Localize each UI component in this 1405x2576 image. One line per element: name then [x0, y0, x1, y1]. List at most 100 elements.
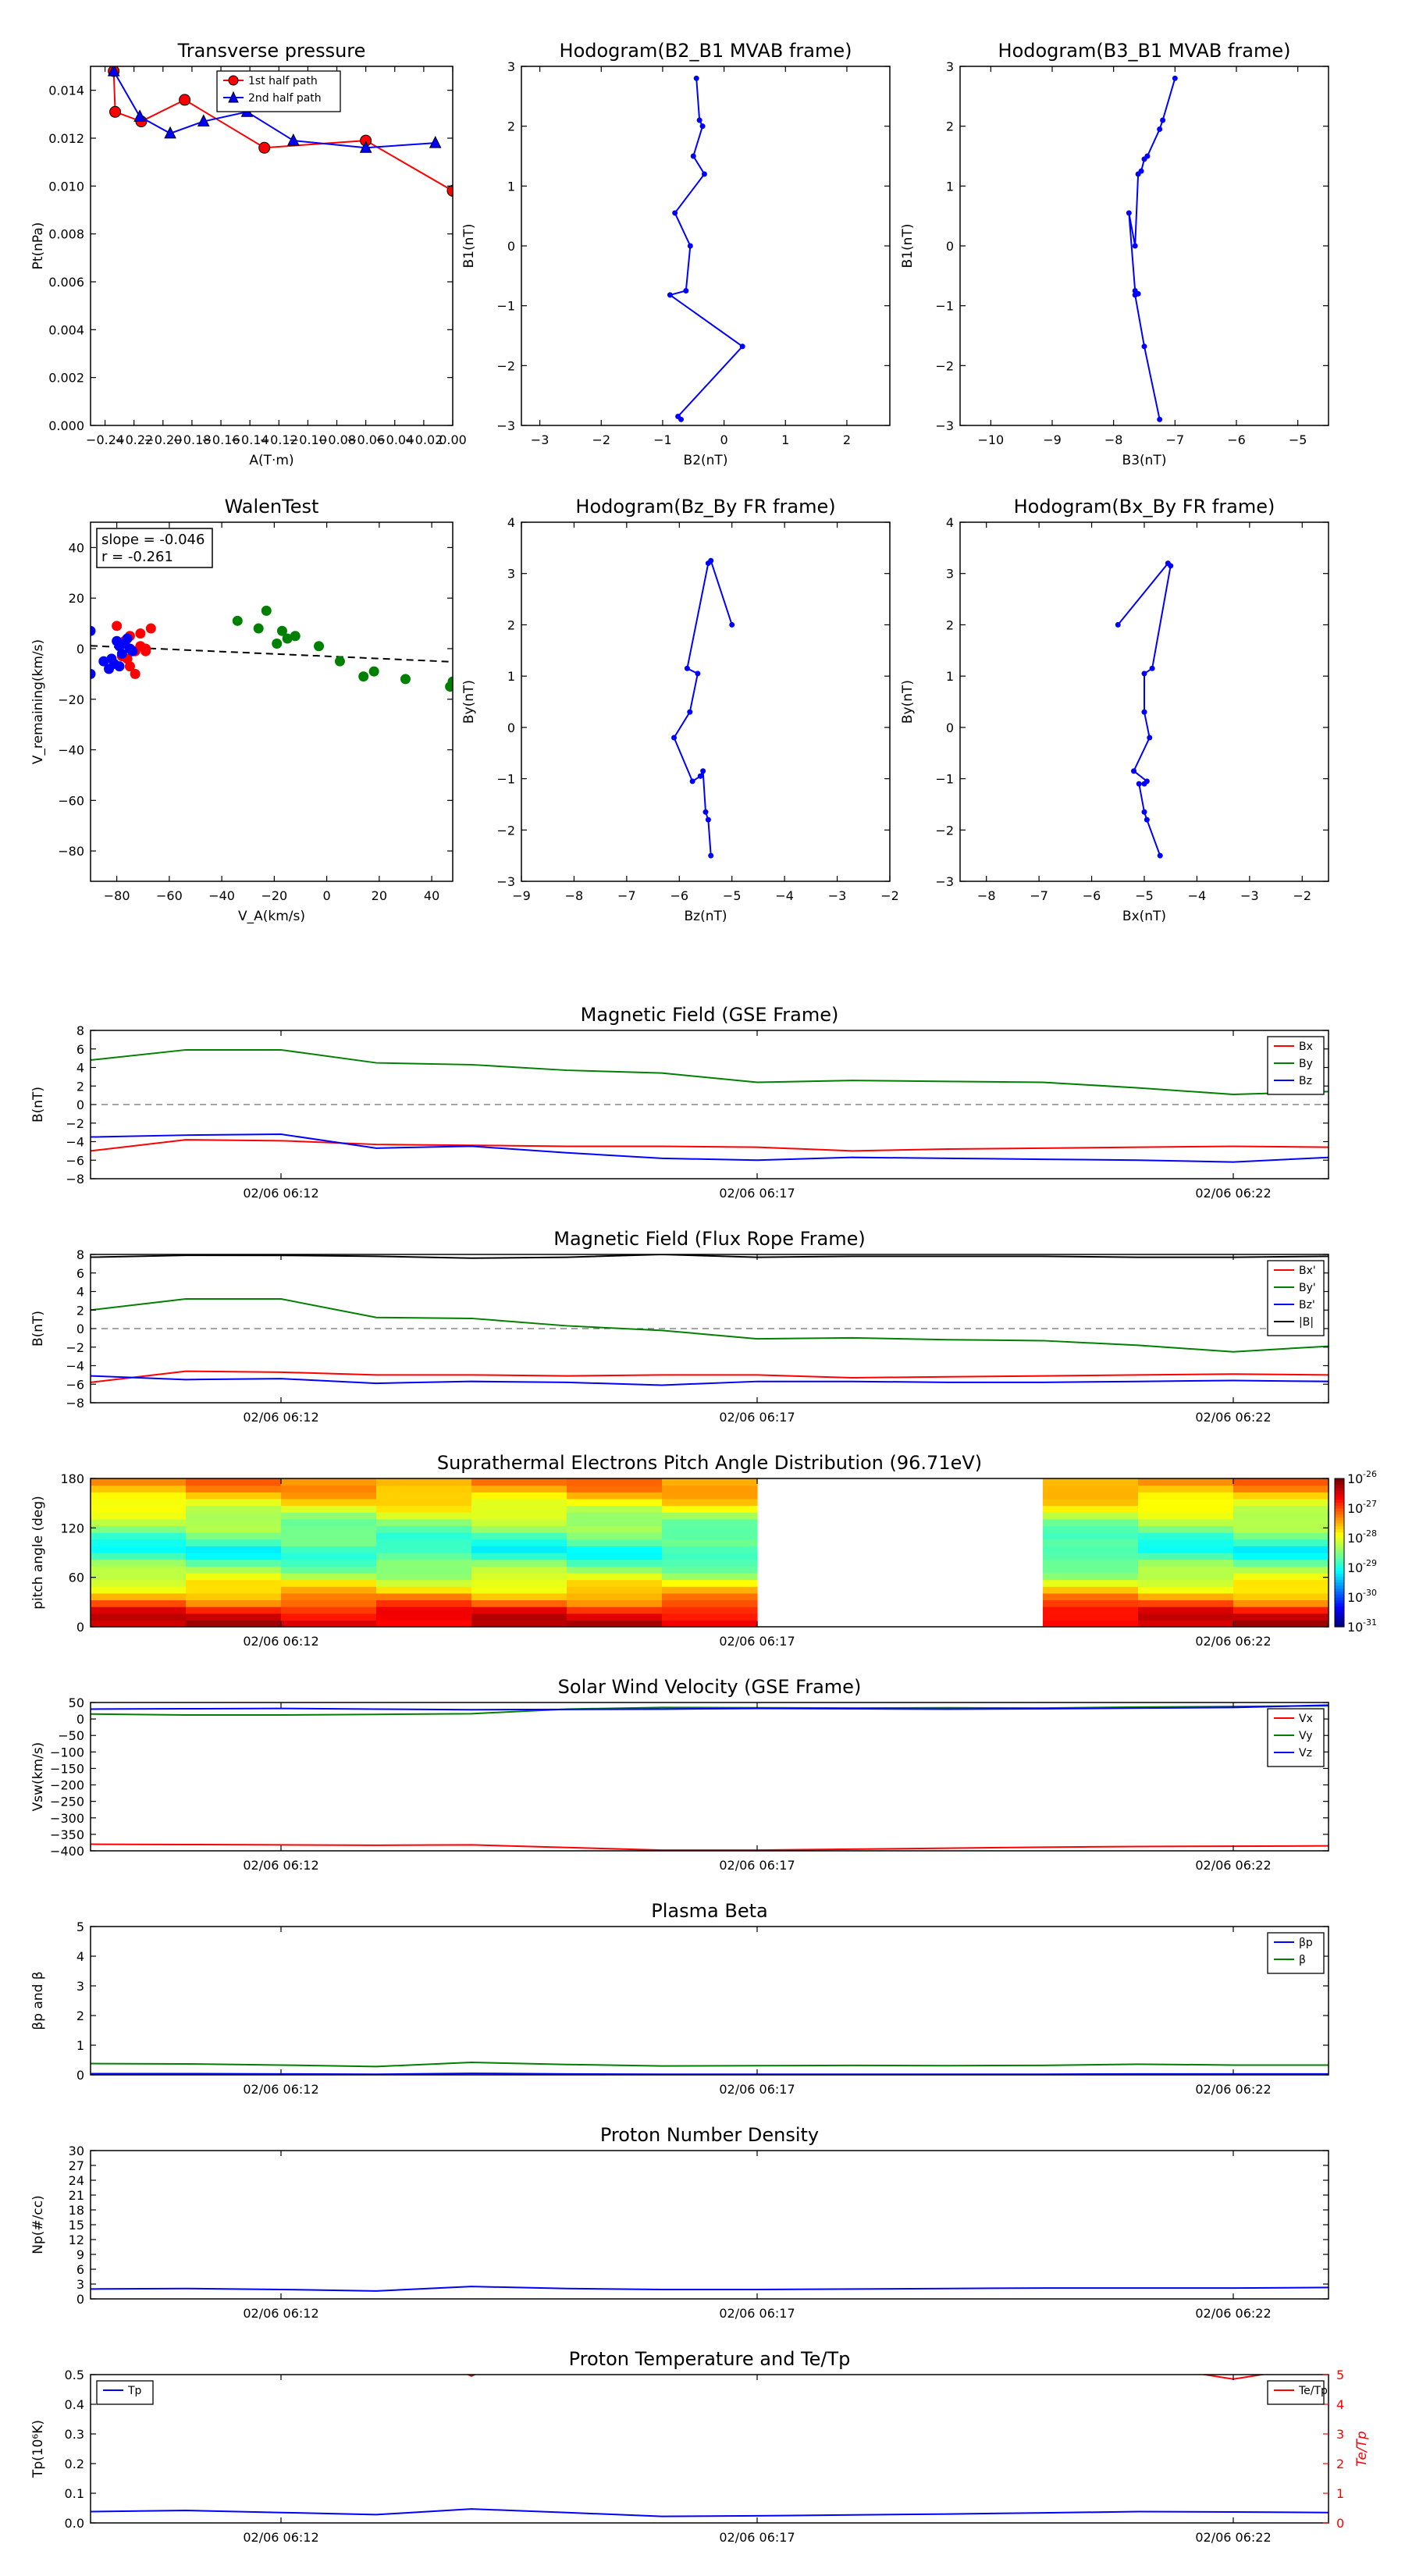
heatmap-cell	[1233, 1553, 1329, 1560]
x-tick-label: 02/06 06:17	[719, 1634, 795, 1649]
y-tick-label: 15	[69, 2218, 84, 2233]
heatmap-cell	[281, 1478, 377, 1486]
heatmap-cell	[186, 1559, 282, 1567]
heatmap-cell	[186, 1478, 282, 1486]
x-tick-label: −0.24	[86, 432, 124, 447]
y-axis-label: B(nT)	[30, 1087, 46, 1123]
x-tick-label: 0	[720, 432, 728, 447]
colorbar-step	[1335, 1540, 1344, 1545]
colorbar-label: 10	[1347, 1471, 1363, 1486]
data-point	[678, 416, 685, 422]
data-point	[672, 210, 678, 216]
x-tick-label: −0.20	[144, 432, 182, 447]
y-tick-label: −6	[66, 1153, 84, 1168]
data-point	[1144, 817, 1150, 823]
data-point	[112, 621, 123, 632]
data-point	[693, 75, 699, 81]
heatmap-cell	[471, 1505, 567, 1513]
series-line	[91, 2508, 1329, 2517]
heatmap-cell	[186, 1592, 282, 1601]
annotation-text: r = -0.261	[101, 549, 173, 565]
y-axis-label: Np(#/cc)	[30, 2195, 46, 2254]
heatmap-cell	[1233, 1586, 1329, 1594]
data-point	[1157, 416, 1163, 422]
heatmap-cell	[1233, 1546, 1329, 1553]
x-tick-label: −5	[723, 888, 742, 903]
data-point	[739, 343, 745, 350]
colorbar-step	[1335, 1558, 1344, 1562]
legend: Bx' By' Bz' |B|	[1267, 1260, 1325, 1336]
heatmap-cell	[1138, 1592, 1234, 1601]
colorbar-step	[1335, 1597, 1344, 1601]
heatmap-cell	[186, 1553, 282, 1560]
y-tick-label: 0	[946, 239, 954, 254]
heatmap-cell	[471, 1518, 567, 1527]
series-0	[671, 557, 735, 859]
heatmap-cell	[186, 1620, 282, 1627]
heatmap-cell	[186, 1539, 282, 1546]
y-tick-label: 120	[60, 1521, 84, 1535]
chart-title: Solar Wind Velocity (GSE Frame)	[558, 1676, 862, 1698]
legend: 1st half path 2nd half path	[216, 70, 341, 112]
y-tick-label: 3	[76, 2277, 84, 2292]
x-tick-label: 0.00	[439, 432, 467, 447]
heatmap-cell	[376, 1553, 472, 1560]
data-point	[276, 625, 287, 636]
y-tick-label: −150	[50, 1761, 84, 1776]
x-tick-label: −0.22	[115, 432, 153, 447]
colorbar-frame	[1334, 1478, 1345, 1628]
data-point	[1141, 709, 1147, 715]
heatmap-cell	[567, 1505, 663, 1513]
y-axis-label: B1(nT)	[461, 224, 477, 269]
heatmap-cell	[281, 1498, 377, 1507]
y-tick-label: −2	[496, 823, 515, 838]
x-tick-label: −0.12	[260, 432, 298, 447]
y-tick-label: −100	[50, 1745, 84, 1759]
heatmap-cell	[1043, 1606, 1139, 1614]
chart-wt: −80 −60 −40 −20 0 20 40 −80 −60 −40 −20 0 20 40 WalenT…	[30, 496, 454, 924]
heatmap-cell	[281, 1620, 377, 1627]
heatmap-cell	[281, 1599, 377, 1607]
chart-hxy: −8 −7 −6 −5 −4 −3 −2 −3 −2 −1 0 1 2 3 4 Hodogram(Bx_By …	[900, 496, 1329, 924]
y-tick-label: −1	[496, 299, 515, 314]
heatmap-cell	[1138, 1553, 1234, 1560]
data-point	[290, 631, 301, 642]
heatmap-cell	[567, 1620, 663, 1627]
heatmap-cell	[1233, 1512, 1329, 1520]
fit-line	[90, 645, 454, 663]
series-Vx	[91, 1843, 1329, 1851]
heatmap-cell	[186, 1579, 282, 1587]
plot-frame	[959, 521, 1329, 882]
heatmap-cell	[281, 1539, 377, 1546]
series-0	[1126, 75, 1178, 422]
heatmap-cell	[1043, 1599, 1139, 1607]
heatmap-cell	[1233, 1525, 1329, 1533]
data-point	[697, 773, 703, 779]
heatmap-cell	[662, 1572, 758, 1581]
annotation-text: slope = -0.046	[101, 532, 205, 548]
y-tick-label: −200	[50, 1778, 84, 1793]
data-point	[197, 114, 210, 127]
heatmap-cell	[471, 1586, 567, 1594]
y-tick-label: −40	[58, 743, 84, 758]
heatmap-cell	[662, 1539, 758, 1546]
heatmap-cell	[471, 1566, 567, 1574]
data-point	[1126, 210, 1132, 216]
colorbar-step	[1335, 1514, 1344, 1517]
colorbar-step	[1335, 1582, 1344, 1586]
heatmap-cell	[1043, 1512, 1139, 1520]
colorbar-step	[1335, 1543, 1344, 1547]
data-point	[1141, 781, 1147, 787]
heatmap-cell	[662, 1613, 758, 1621]
heatmap-cell	[471, 1512, 567, 1520]
y-tick-label: 0.4	[65, 2397, 84, 2412]
y-tick-label: −3	[496, 418, 515, 433]
heatmap-cell	[662, 1566, 758, 1574]
colorbar-step	[1335, 1528, 1344, 1532]
heatmap-cell	[662, 1525, 758, 1533]
colorbar-step	[1335, 1612, 1344, 1616]
heatmap-cell	[471, 1572, 567, 1581]
heatmap-cell	[281, 1512, 377, 1520]
colorbar-step	[1335, 1496, 1344, 1500]
heatmap-cell	[1043, 1498, 1139, 1507]
